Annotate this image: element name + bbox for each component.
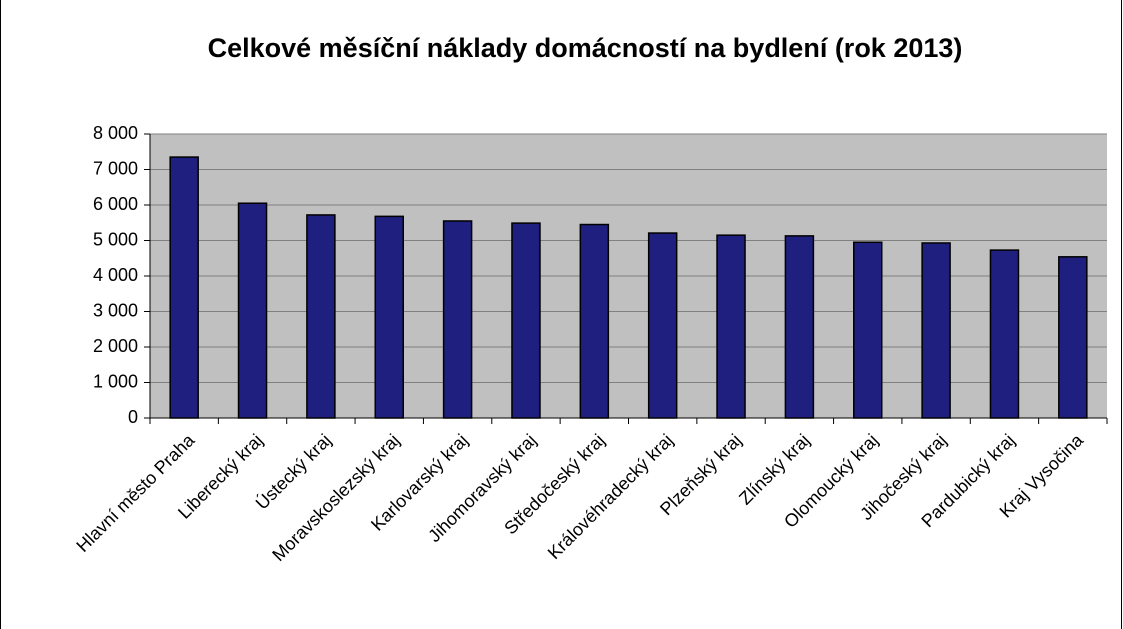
bar	[579, 223, 610, 419]
y-tick-label: 0	[128, 407, 138, 427]
y-tick-label: 2 000	[93, 336, 138, 356]
y-tick-label: 4 000	[93, 265, 138, 285]
x-tick-label: Královéhradecký kraj	[544, 430, 677, 563]
x-tick-label: Moravskoslezský kraj	[268, 430, 403, 565]
y-tick-label: 6 000	[93, 194, 138, 214]
y-tick-label: 3 000	[93, 300, 138, 320]
bar	[784, 235, 815, 419]
bar	[374, 215, 404, 419]
bar	[716, 234, 746, 419]
bar	[647, 232, 678, 419]
x-tick-label: Hlavní město Praha	[72, 429, 199, 556]
bar	[306, 214, 336, 419]
y-tick-label: 7 000	[93, 158, 138, 178]
bar	[237, 202, 268, 419]
bar	[853, 241, 883, 419]
bar	[921, 242, 951, 419]
y-tick-label: 8 000	[93, 123, 138, 143]
y-tick-label: 5 000	[93, 229, 138, 249]
chart-title: Celkové měsíční náklady domácností na by…	[207, 33, 963, 63]
bar	[169, 156, 199, 419]
bar	[511, 222, 541, 419]
y-tick-label: 1 000	[93, 371, 138, 391]
bar	[989, 249, 1020, 419]
bar	[442, 220, 473, 419]
bar	[1058, 256, 1088, 419]
